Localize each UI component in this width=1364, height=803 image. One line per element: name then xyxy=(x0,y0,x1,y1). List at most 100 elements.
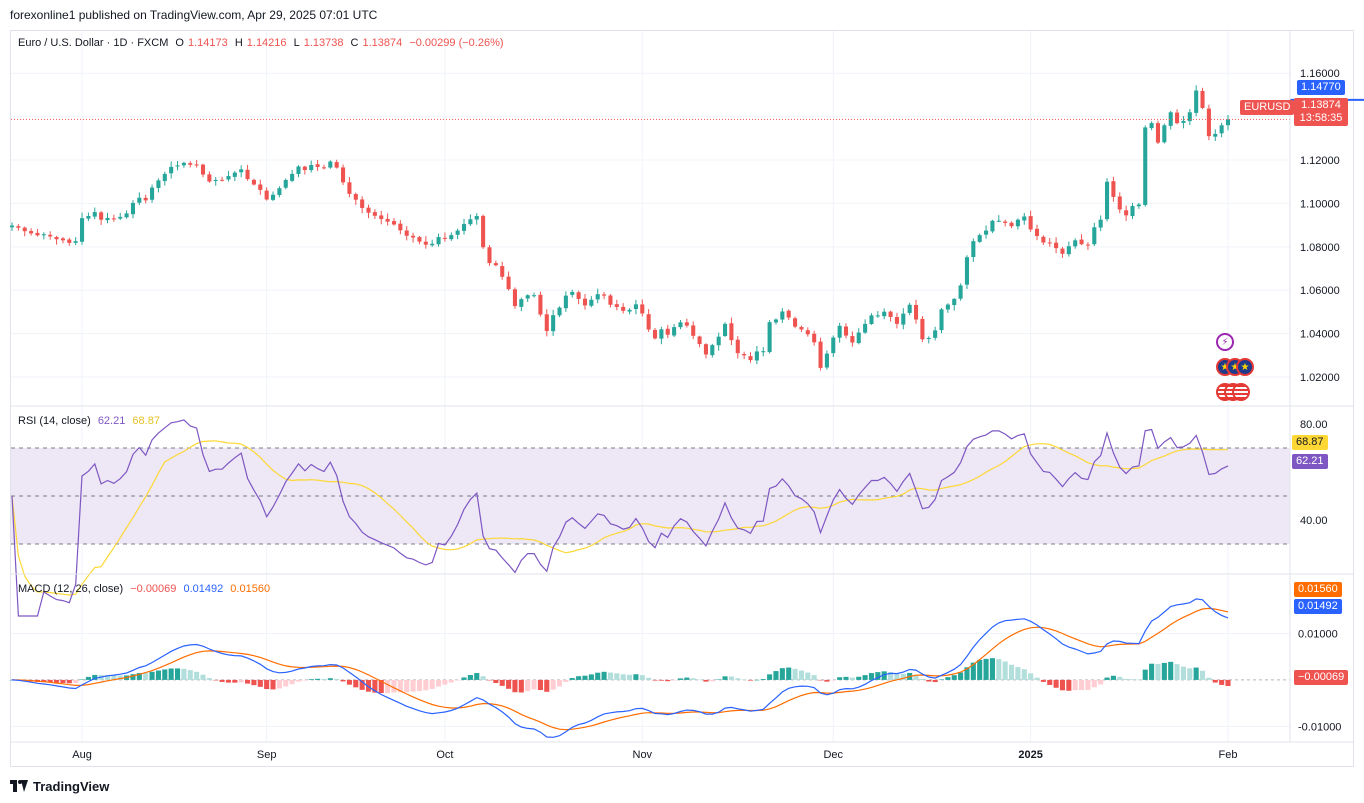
candle-body xyxy=(952,298,957,306)
candle-body xyxy=(1098,219,1103,228)
macd-histogram-bar xyxy=(1079,679,1085,691)
macd-histogram-bar xyxy=(563,679,569,682)
time-tick-label: 2025 xyxy=(1018,749,1042,761)
macd-histogram-bar xyxy=(41,679,47,683)
candle-body xyxy=(239,169,244,173)
macd-hist-legend-value: −0.00069 xyxy=(130,583,177,595)
macd-histogram-bar xyxy=(601,671,607,680)
macd-histogram-bar xyxy=(1028,673,1034,680)
candle-body xyxy=(1130,206,1135,217)
macd-histogram-bar xyxy=(697,679,703,681)
price-tick-label: 1.06000 xyxy=(1300,285,1340,297)
grid-lines xyxy=(11,31,1290,742)
macd-histogram-bar xyxy=(627,674,633,680)
candle-body xyxy=(984,230,989,235)
macd-histogram-bar xyxy=(677,678,684,680)
candle-body xyxy=(430,243,435,246)
candle-body xyxy=(48,234,53,237)
macd-histogram-bar xyxy=(385,679,391,693)
candle-body xyxy=(1104,181,1110,220)
candle-body xyxy=(1117,196,1122,210)
macd-histogram-bar xyxy=(136,673,142,680)
macd-histogram-bar xyxy=(213,679,219,681)
macd-histogram-bar xyxy=(658,679,664,681)
candle-body xyxy=(411,235,416,238)
candle-body xyxy=(710,345,715,356)
candle-body xyxy=(1073,240,1078,247)
candle-body xyxy=(742,354,747,356)
candle-body xyxy=(652,329,658,339)
macd-histogram-bar xyxy=(1008,664,1015,680)
price-tick-label: 1.12000 xyxy=(1300,155,1340,167)
candle-body xyxy=(996,220,1001,222)
candle-body xyxy=(372,212,377,216)
high-label: H xyxy=(234,37,243,49)
macd-histogram-bar xyxy=(1098,679,1104,685)
us-flag-icon[interactable] xyxy=(1232,383,1250,401)
macd-histogram-bar xyxy=(709,679,715,682)
candle-body xyxy=(869,315,874,325)
macd-histogram-bar xyxy=(1136,679,1142,681)
rsi-ma-legend-value: 68.87 xyxy=(132,415,160,427)
candle-body xyxy=(818,341,823,368)
candle-body xyxy=(926,337,931,339)
candle-body xyxy=(964,257,970,285)
macd-histogram-bar xyxy=(1072,679,1078,691)
candle-body xyxy=(672,327,677,336)
macd-histogram-bar xyxy=(958,672,964,680)
macd-histogram-bar xyxy=(480,676,486,680)
macd-histogram-bar xyxy=(881,671,887,680)
eu-flag-icon[interactable]: ★ xyxy=(1236,358,1254,376)
chart-frame[interactable] xyxy=(10,30,1354,767)
candle-body xyxy=(22,227,27,232)
macd-histogram-bar xyxy=(779,668,785,680)
candle-body xyxy=(614,304,619,307)
macd-histogram-bar xyxy=(512,679,518,693)
macd-histogram-bar xyxy=(315,678,321,680)
candle-body xyxy=(958,285,963,299)
macd-histogram-bar xyxy=(1129,679,1136,680)
macd-histogram-bar xyxy=(747,679,754,681)
candle-body xyxy=(213,179,218,181)
candle-body xyxy=(226,176,231,180)
candle-body xyxy=(1149,123,1154,129)
candle-body xyxy=(328,161,333,168)
close-label: C xyxy=(350,37,359,49)
rsi-tag: 62.21 xyxy=(1292,454,1328,469)
candle-body xyxy=(646,314,651,330)
tradingview-footer[interactable]: TradingView xyxy=(10,776,109,796)
macd-histogram-bar xyxy=(964,667,970,680)
candle-body xyxy=(366,207,371,213)
price-tick-label: 1.16000 xyxy=(1300,68,1340,80)
candle-body xyxy=(1092,227,1097,245)
macd-histogram-bar xyxy=(1034,677,1040,680)
macd-histogram-bar xyxy=(149,671,155,680)
lightning-icon[interactable]: ⚡ xyxy=(1216,333,1234,351)
macd-histogram-bar xyxy=(308,679,314,680)
rsi-line xyxy=(11,419,1229,617)
candle-body xyxy=(385,218,390,222)
macd-histogram-bar xyxy=(1091,679,1097,688)
change-value: −0.00299 (−0.26%) xyxy=(409,37,504,49)
rsi-tick-label: 40.00 xyxy=(1300,515,1328,527)
candle-body xyxy=(137,197,142,203)
macd-histogram-bar xyxy=(448,679,454,683)
macd-histogram-bar xyxy=(1047,679,1053,685)
time-tick-label: Dec xyxy=(823,749,843,761)
macd-legend[interactable]: MACD (12, 26, close) −0.00069 0.01492 0.… xyxy=(18,582,274,596)
candle-body xyxy=(468,219,473,225)
macd-histogram-bar xyxy=(461,677,467,680)
symbol-legend[interactable]: Euro / U.S. Dollar · 1D · FXCM O 1.14173 … xyxy=(18,36,508,50)
macd-tick-label: 0.01000 xyxy=(1298,628,1338,640)
macd-histogram-bar xyxy=(862,675,868,680)
candle-body xyxy=(353,193,358,200)
macd-histogram-bar xyxy=(194,671,200,680)
candle-body xyxy=(659,329,664,339)
macd-histogram-bar xyxy=(703,679,709,682)
macd-histogram-bar xyxy=(894,673,900,680)
macd-histogram-bar xyxy=(868,673,875,680)
candle-body xyxy=(442,237,447,239)
rsi-legend[interactable]: RSI (14, close) 62.21 68.87 xyxy=(18,414,164,428)
macd-histogram-bar xyxy=(442,679,448,685)
